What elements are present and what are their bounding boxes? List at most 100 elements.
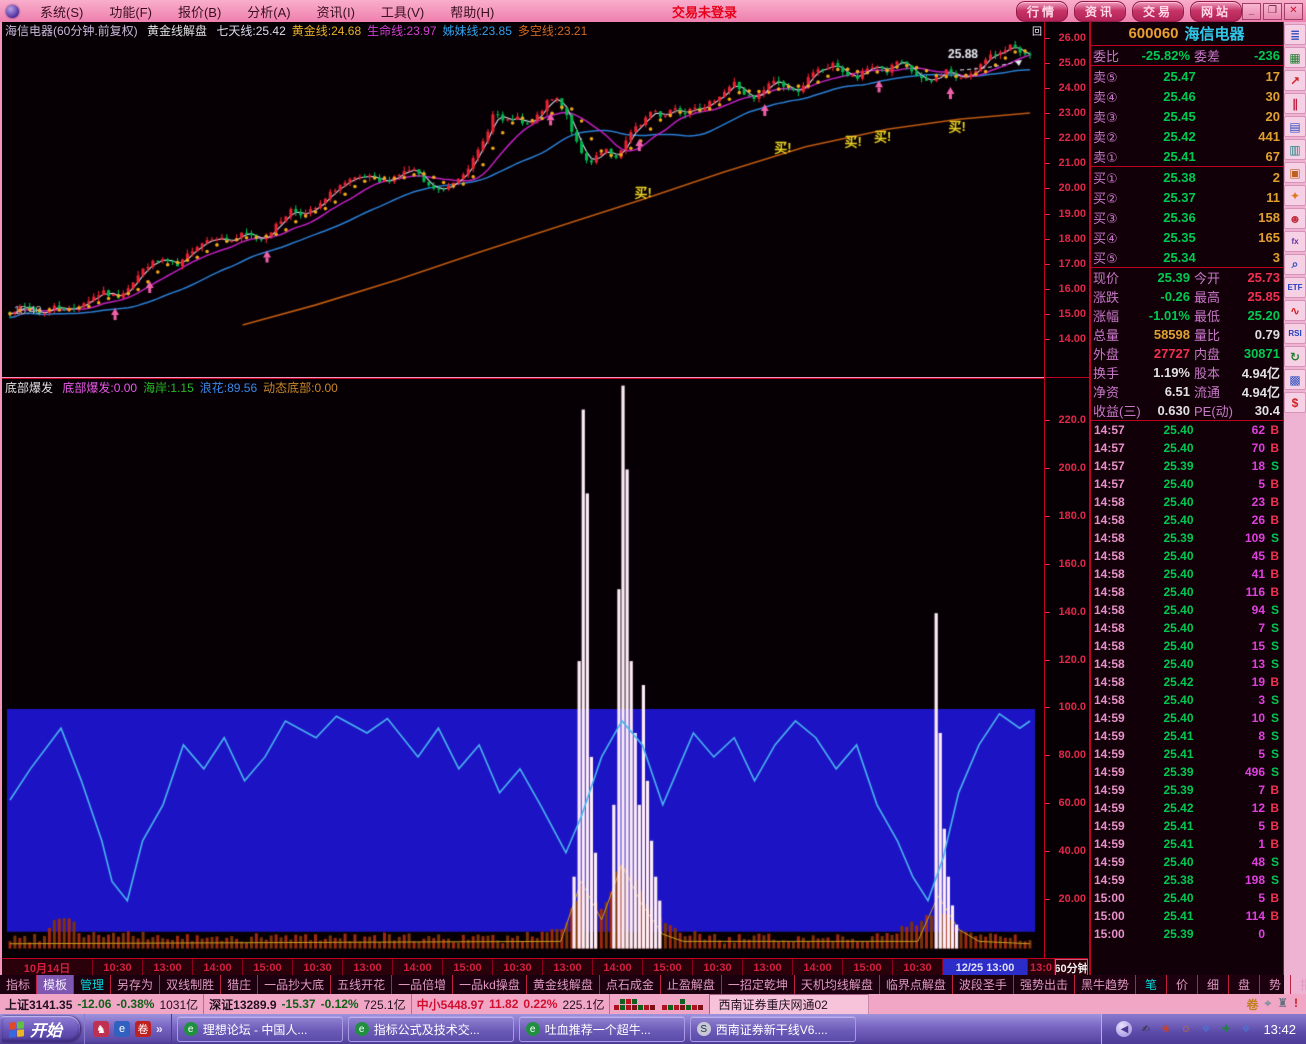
menu-item[interactable]: 帮助(H) [450, 4, 495, 20]
indicator-tab-14[interactable]: 一招定乾坤 [722, 975, 795, 994]
indicator-tab-13[interactable]: 止盈解盘 [661, 975, 722, 994]
tick-tab-细[interactable]: 细 [1198, 975, 1230, 994]
indicator-tab-1[interactable]: 指标 [0, 975, 38, 994]
news-page-icon[interactable]: ▤ [1284, 116, 1306, 137]
time-cell[interactable]: 14:00 [593, 959, 643, 976]
tick-tab-势[interactable]: 势 [1260, 975, 1292, 994]
refresh-icon[interactable]: ↻ [1284, 346, 1306, 367]
indicator-tab-3[interactable]: 管理 [74, 975, 112, 994]
tray-icon[interactable]: ☺ [1180, 1023, 1192, 1035]
task-button-1[interactable]: e 理想论坛 - 中国人... [176, 1016, 343, 1042]
tray-icon[interactable]: ❀ [1161, 1023, 1171, 1035]
status-icon[interactable]: ⌖ [1264, 995, 1272, 1010]
indicator-tab-8[interactable]: 五线开花 [331, 975, 393, 994]
tick-tab-价[interactable]: 价 [1167, 975, 1198, 994]
indicator-tab-5[interactable]: 双线制胜 [160, 975, 222, 994]
picture-icon[interactable]: ▣ [1284, 162, 1306, 183]
formula-icon[interactable]: fx [1284, 231, 1306, 252]
task-button-2[interactable]: e 指标公式及技术交... [347, 1016, 514, 1042]
task-button-3[interactable]: e 吐血推荐一个超牛... [518, 1016, 685, 1042]
time-cell[interactable]: 10:30 [293, 959, 343, 976]
index-segment[interactable]: 上证3141.35 -12.06 -0.38% 1031亿 [0, 994, 205, 1014]
time-cell[interactable]: 10:30 [93, 959, 143, 976]
indicator-tab-17[interactable]: 波段圣手 [953, 975, 1014, 994]
indicator-tab-11[interactable]: 黄金线解盘 [527, 975, 600, 994]
time-cell[interactable]: 15:00 [443, 959, 493, 976]
quick-launch-icon-2[interactable]: e [114, 1021, 131, 1037]
header-button-网站[interactable]: 网站 [1189, 0, 1242, 22]
people-icon[interactable]: ☻ [1284, 208, 1306, 229]
index-segment[interactable]: 中小5448.97 11.82 0.22% 225.1亿 [412, 994, 611, 1014]
time-cell[interactable]: 14:00 [793, 959, 843, 976]
indicator-tab-2[interactable]: 模板 [37, 975, 75, 994]
indicator-tab-10[interactable]: 一品kd操盘 [453, 975, 527, 994]
tick-tab-指[interactable]: 指 [1291, 975, 1306, 994]
time-cell[interactable]: 10:30 [693, 959, 743, 976]
time-cell[interactable]: 13:00 [543, 959, 593, 976]
chart-study-name[interactable]: 黄金线解盘 [147, 24, 208, 38]
indicator-tab-6[interactable]: 猎庄 [221, 975, 259, 994]
menu-item[interactable]: 工具(V) [380, 4, 425, 20]
search-icon[interactable]: ⌕ [1284, 254, 1306, 275]
task-button-4[interactable]: S 西南证券新干线V6.... [689, 1016, 856, 1042]
service-icon[interactable]: ✦ [1284, 185, 1306, 206]
indicator-tab-18[interactable]: 强势出击 [1014, 975, 1075, 994]
quick-launch-icon-1[interactable]: ♞ [93, 1021, 110, 1037]
tray-icon[interactable]: ❖ [1241, 1023, 1251, 1035]
period-selector[interactable]: 60分钟 [1055, 959, 1088, 976]
start-button[interactable]: 开始 [1, 1016, 81, 1042]
sub-chart-name[interactable]: 底部爆发 [5, 381, 54, 395]
menu-item[interactable]: 报价(B) [177, 4, 222, 20]
time-cell[interactable]: 15:00 [643, 959, 693, 976]
status-icon[interactable]: ! [1294, 995, 1298, 1010]
header-button-资讯[interactable]: 资讯 [1073, 0, 1126, 22]
tray-icon[interactable]: ❖ [1201, 1023, 1211, 1035]
indicator-tab-4[interactable]: 另存为 [111, 975, 161, 994]
time-cell[interactable]: 14:00 [393, 959, 443, 976]
main-chart-canvas[interactable] [2, 22, 1044, 377]
header-button-行情[interactable]: 行情 [1015, 0, 1068, 22]
minimize-button[interactable]: _ [1242, 2, 1261, 20]
status-icon[interactable]: 卷 [1246, 997, 1259, 1012]
rsi-icon[interactable]: RSI [1284, 323, 1306, 344]
tick-tab-笔[interactable]: 笔 [1136, 975, 1167, 994]
header-button-交易[interactable]: 交易 [1131, 0, 1184, 22]
close-button[interactable]: ✕ [1284, 2, 1303, 20]
status-icon[interactable]: ♜ [1277, 995, 1288, 1010]
money-icon[interactable]: $ [1284, 392, 1306, 413]
indicator-tab-9[interactable]: 一品倍增 [392, 975, 454, 994]
pane-restore-icon[interactable]: 回 [1032, 27, 1042, 38]
sub-chart-canvas[interactable] [2, 379, 1044, 959]
time-cell[interactable]: 14:00 [193, 959, 243, 976]
quick-launch-overflow-icon[interactable]: » [156, 1022, 163, 1036]
time-cell[interactable]: 15:00 [243, 959, 293, 976]
time-cell[interactable]: 10:30 [493, 959, 543, 976]
tray-collapse-icon[interactable]: ◀ [1116, 1021, 1133, 1037]
quote-list-icon[interactable]: ≣ [1284, 24, 1306, 45]
time-cell[interactable]: 13:00 [743, 959, 793, 976]
menu-item[interactable]: 分析(A) [247, 4, 291, 20]
tick-trade-list[interactable]: 14:57 25.40 62 B 14:57 25.40 70 B 14:57 25.39 18 S 1… [1090, 421, 1283, 943]
datatable-icon[interactable]: ▥ [1284, 139, 1306, 160]
trend-line-icon[interactable]: ↗ [1284, 70, 1306, 91]
kline-icon[interactable]: ∥ [1284, 93, 1306, 114]
time-cell[interactable]: 13:00 [143, 959, 193, 976]
time-cell-partial[interactable]: 13:0 [1028, 959, 1055, 976]
time-cell[interactable]: 13:00 [343, 959, 393, 976]
quick-launch-icon-3[interactable]: 卷 [135, 1021, 152, 1037]
restore-button[interactable]: ❐ [1263, 2, 1282, 20]
menu-item[interactable]: 资讯(I) [316, 4, 355, 20]
time-cell[interactable]: 15:00 [843, 959, 893, 976]
indicator-tab-19[interactable]: 黑牛趋势 [1075, 975, 1136, 994]
index-segment[interactable]: 深证13289.9 -15.37 -0.12% 725.1亿 [204, 994, 412, 1014]
time-cell[interactable]: 10:30 [893, 959, 943, 976]
tray-icon[interactable]: ✍ [1141, 1023, 1151, 1035]
indicator-tab-16[interactable]: 临界点解盘 [880, 975, 953, 994]
time-cell-selected[interactable]: 12/25 13:00 [943, 959, 1028, 976]
etf-icon[interactable]: ETF [1284, 277, 1306, 298]
indicator-tab-15[interactable]: 天机均线解盘 [795, 975, 880, 994]
menu-item[interactable]: 功能(F) [109, 4, 152, 20]
wave-icon[interactable]: ∿ [1284, 300, 1306, 321]
indicator-tab-12[interactable]: 点石成金 [600, 975, 661, 994]
menu-item[interactable]: 系统(S) [40, 4, 84, 20]
